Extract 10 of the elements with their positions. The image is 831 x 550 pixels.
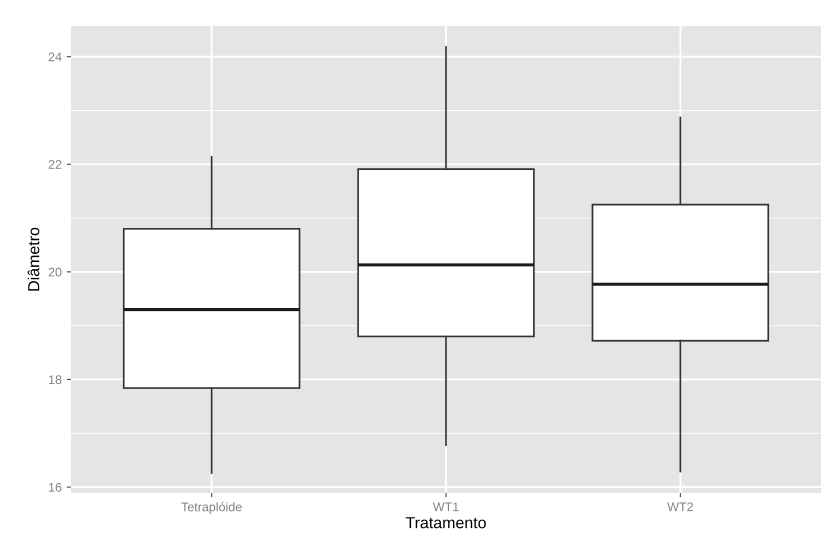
y-tick-label: 18 (49, 375, 62, 384)
x-tick-label: WT1 (432, 502, 459, 512)
x-tick-label: Tetraplóide (181, 502, 242, 514)
y-axis-title: Diâmetro (28, 228, 40, 291)
y-tick-label: 24 (48, 52, 62, 62)
y-tick-label: 20 (48, 268, 62, 277)
x-axis-title: Tratamento (406, 517, 486, 528)
y-tick-label: 22 (48, 160, 62, 169)
x-tick-label: WT2 (667, 502, 693, 512)
y-tick-label: 16 (49, 482, 62, 492)
